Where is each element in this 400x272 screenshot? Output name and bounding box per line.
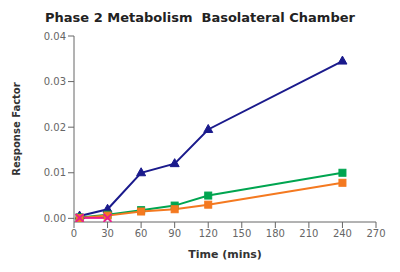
svg-text:90: 90 — [168, 228, 181, 239]
svg-text:0.00: 0.00 — [44, 213, 66, 224]
svg-text:240: 240 — [333, 228, 352, 239]
svg-text:0: 0 — [71, 228, 77, 239]
svg-text:210: 210 — [299, 228, 318, 239]
svg-text:180: 180 — [266, 228, 285, 239]
svg-text:0.04: 0.04 — [44, 31, 66, 42]
svg-text:0.01: 0.01 — [44, 167, 66, 178]
svg-text:270: 270 — [366, 228, 385, 239]
svg-text:Time (mins): Time (mins) — [188, 248, 262, 261]
svg-text:Response Factor: Response Factor — [11, 82, 22, 175]
svg-text:150: 150 — [232, 228, 251, 239]
svg-text:120: 120 — [199, 228, 218, 239]
html-text:Phase 2 Metabolism Basolateral: Phase 2 Metabolism Basolateral Chamber — [45, 10, 355, 25]
svg-text:0.03: 0.03 — [44, 76, 66, 87]
svg-text:60: 60 — [135, 228, 148, 239]
svg-text:0.02: 0.02 — [44, 122, 66, 133]
svg-text:30: 30 — [101, 228, 114, 239]
